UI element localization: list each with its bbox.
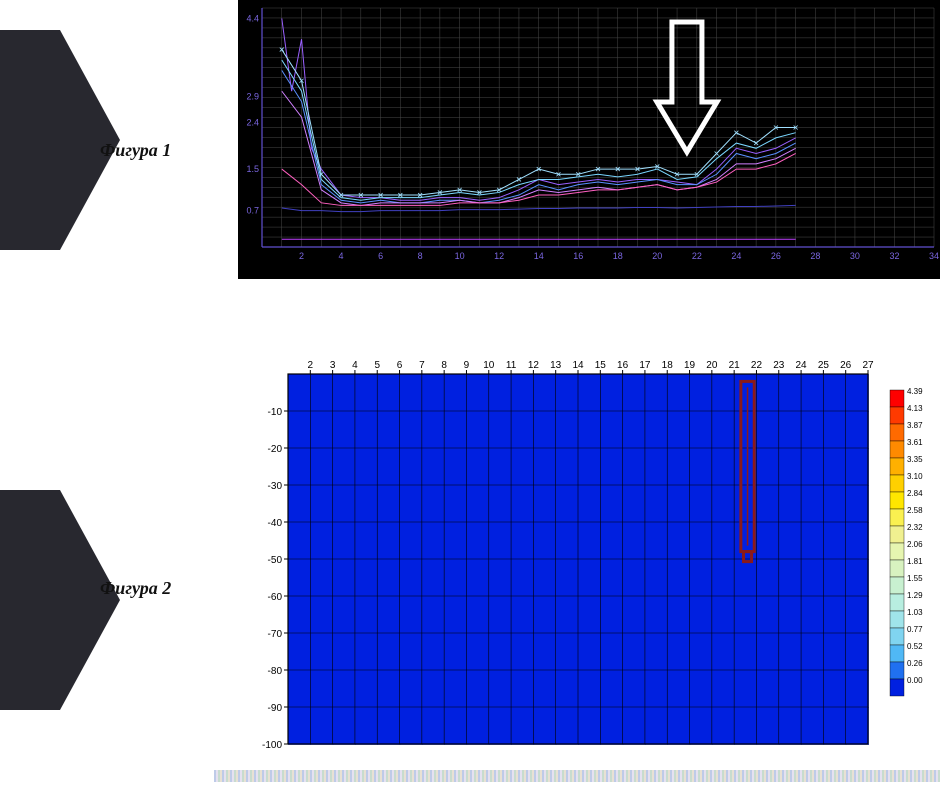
decor-pointer-1	[0, 30, 60, 250]
svg-text:4: 4	[352, 360, 358, 371]
svg-text:32: 32	[889, 251, 899, 261]
svg-text:3: 3	[330, 360, 336, 371]
svg-text:4.13: 4.13	[907, 404, 923, 413]
svg-text:2.06: 2.06	[907, 540, 923, 549]
svg-text:11: 11	[506, 360, 517, 371]
decor-noise-bar	[214, 770, 940, 782]
chart1-line-chart: 2468101214161820222426283032340.71.52.42…	[240, 2, 940, 277]
svg-text:5: 5	[374, 360, 380, 371]
svg-text:0.00: 0.00	[907, 676, 923, 685]
svg-text:7: 7	[419, 360, 425, 371]
svg-text:0.77: 0.77	[907, 625, 923, 634]
figure2-label: Фигура 2	[100, 578, 171, 599]
svg-text:1.5: 1.5	[246, 164, 259, 174]
figure1-label: Фигура 1	[100, 140, 171, 161]
svg-text:13: 13	[550, 360, 562, 371]
svg-text:8: 8	[418, 251, 423, 261]
svg-text:2: 2	[308, 360, 314, 371]
svg-text:18: 18	[662, 360, 674, 371]
svg-text:20: 20	[652, 251, 662, 261]
chart2-container: 2345678910111213141516171819202122232425…	[238, 354, 938, 754]
svg-text:10: 10	[483, 360, 495, 371]
decor-pointer-2	[0, 490, 60, 710]
svg-text:2.58: 2.58	[907, 506, 923, 515]
svg-text:1.29: 1.29	[907, 591, 923, 600]
svg-text:4.4: 4.4	[246, 13, 259, 23]
svg-text:2.84: 2.84	[907, 489, 923, 498]
svg-text:12: 12	[494, 251, 504, 261]
svg-text:-90: -90	[268, 703, 283, 714]
svg-text:4: 4	[339, 251, 344, 261]
svg-text:-100: -100	[262, 740, 282, 751]
svg-text:3.61: 3.61	[907, 438, 923, 447]
svg-text:22: 22	[692, 251, 702, 261]
svg-text:10: 10	[455, 251, 465, 261]
svg-text:0.26: 0.26	[907, 659, 923, 668]
svg-text:24: 24	[731, 251, 741, 261]
svg-text:16: 16	[617, 360, 629, 371]
svg-text:0.52: 0.52	[907, 642, 923, 651]
svg-text:2.32: 2.32	[907, 523, 923, 532]
svg-text:-30: -30	[268, 481, 283, 492]
svg-text:9: 9	[464, 360, 470, 371]
svg-text:0.7: 0.7	[246, 206, 259, 216]
svg-text:2.4: 2.4	[246, 117, 259, 127]
svg-text:14: 14	[534, 251, 544, 261]
svg-text:3.10: 3.10	[907, 472, 923, 481]
svg-text:3.35: 3.35	[907, 455, 923, 464]
svg-text:1.03: 1.03	[907, 608, 923, 617]
chart1-container: 2468101214161820222426283032340.71.52.42…	[238, 0, 940, 279]
svg-text:-50: -50	[268, 555, 283, 566]
svg-text:-40: -40	[268, 518, 283, 529]
svg-text:21: 21	[729, 360, 741, 371]
svg-text:23: 23	[773, 360, 785, 371]
svg-text:-80: -80	[268, 666, 283, 677]
svg-text:25: 25	[818, 360, 830, 371]
svg-text:2: 2	[299, 251, 304, 261]
svg-text:6: 6	[397, 360, 403, 371]
svg-text:27: 27	[862, 360, 874, 371]
svg-text:24: 24	[796, 360, 808, 371]
svg-text:30: 30	[850, 251, 860, 261]
svg-text:-60: -60	[268, 592, 283, 603]
svg-text:1.81: 1.81	[907, 557, 923, 566]
svg-text:2.9: 2.9	[246, 91, 259, 101]
svg-text:15: 15	[595, 360, 607, 371]
svg-text:26: 26	[840, 360, 852, 371]
svg-text:4.39: 4.39	[907, 387, 923, 396]
chart2-contour-plot: 2345678910111213141516171819202122232425…	[238, 354, 938, 754]
svg-text:17: 17	[639, 360, 651, 371]
svg-text:6: 6	[378, 251, 383, 261]
svg-text:1.55: 1.55	[907, 574, 923, 583]
svg-text:16: 16	[573, 251, 583, 261]
svg-text:-10: -10	[268, 407, 283, 418]
svg-text:20: 20	[706, 360, 718, 371]
svg-text:19: 19	[684, 360, 696, 371]
svg-text:22: 22	[751, 360, 763, 371]
svg-text:28: 28	[810, 251, 820, 261]
svg-text:3.87: 3.87	[907, 421, 923, 430]
svg-text:8: 8	[441, 360, 447, 371]
svg-text:18: 18	[613, 251, 623, 261]
svg-text:-70: -70	[268, 629, 283, 640]
svg-text:26: 26	[771, 251, 781, 261]
svg-text:-20: -20	[268, 444, 283, 455]
svg-text:12: 12	[528, 360, 540, 371]
svg-text:14: 14	[572, 360, 584, 371]
svg-text:34: 34	[929, 251, 939, 261]
decor-pointer-2-tip	[60, 490, 120, 710]
